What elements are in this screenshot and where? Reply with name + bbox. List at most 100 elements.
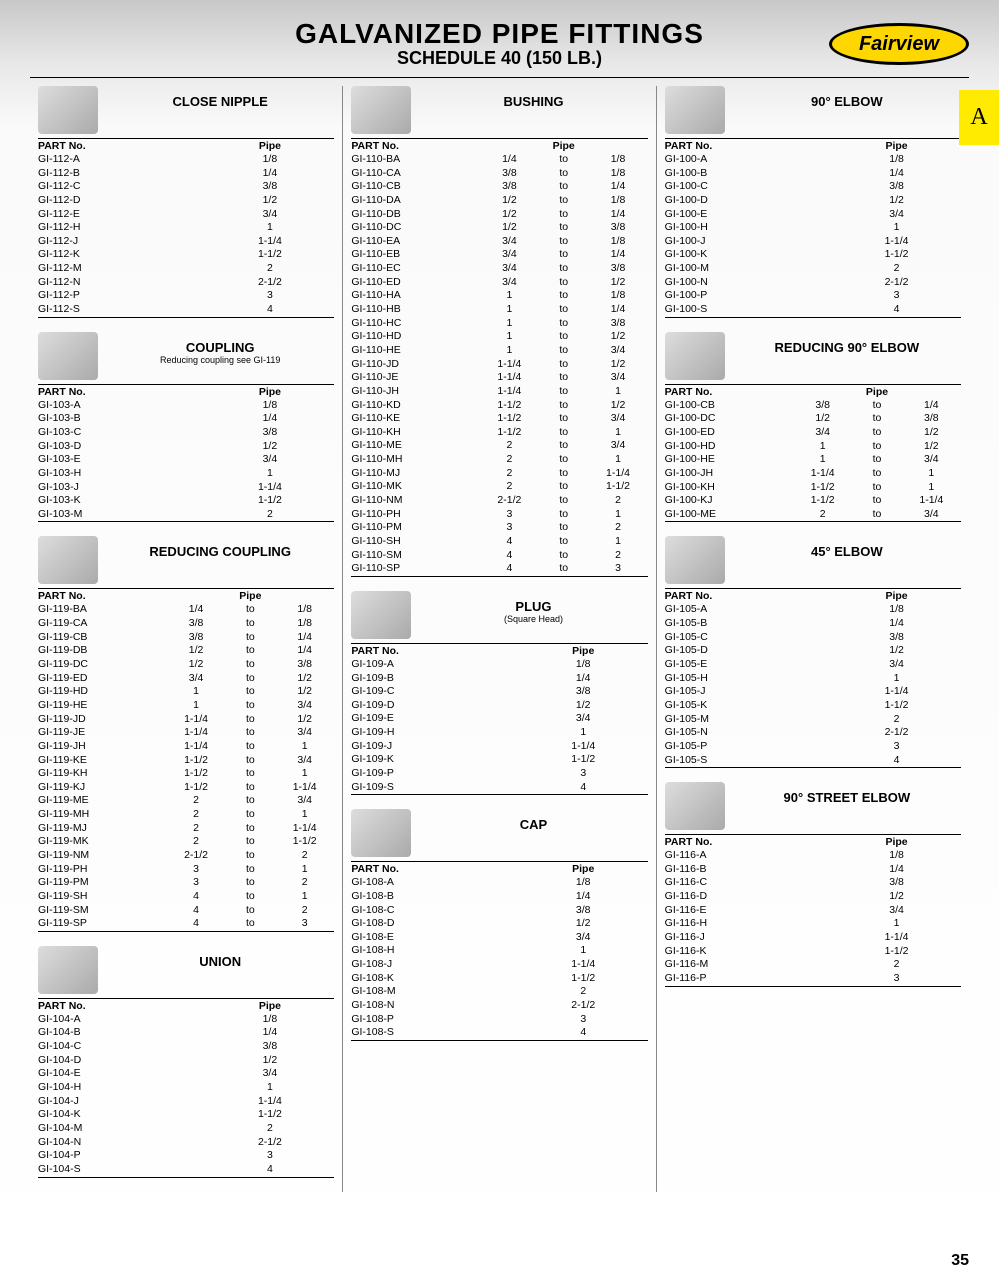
pipe-size: 1/4 bbox=[519, 672, 648, 686]
pipe-size: 1/8 bbox=[832, 849, 961, 863]
pipe-from: 1-1/4 bbox=[166, 726, 225, 740]
pipe-from: 1/2 bbox=[166, 644, 225, 658]
to-label: to bbox=[852, 399, 901, 413]
part-number: GI-119-JH bbox=[38, 740, 166, 754]
pipe-to: 3 bbox=[275, 917, 334, 931]
table-row: GI-105-P3 bbox=[665, 740, 961, 754]
section-heading: BUSHING bbox=[351, 86, 647, 134]
table-row: GI-109-C3/8 bbox=[351, 685, 647, 699]
pipe-size: 3/8 bbox=[205, 426, 334, 440]
table-row: GI-119-ED3/4to1/2 bbox=[38, 672, 334, 686]
pipe-from: 3/8 bbox=[166, 617, 225, 631]
table-row: GI-109-S4 bbox=[351, 781, 647, 795]
product-section: BUSHINGPART No.PipeGI-110-BA1/4to1/8GI-1… bbox=[351, 86, 647, 577]
part-number: GI-108-D bbox=[351, 917, 518, 931]
page-header: GALVANIZED PIPE FITTINGS SCHEDULE 40 (15… bbox=[30, 18, 969, 69]
pipe-from: 2 bbox=[166, 822, 225, 836]
pipe-to: 1/8 bbox=[588, 289, 647, 303]
pipe-size: 1-1/4 bbox=[205, 481, 334, 495]
part-number: GI-110-ED bbox=[351, 276, 479, 290]
pipe-to: 3/8 bbox=[588, 262, 647, 276]
table-row: GI-119-MH2to1 bbox=[38, 808, 334, 822]
product-section: REDUCING 90° ELBOWPART No.PipeGI-100-CB3… bbox=[665, 332, 961, 523]
table-row: GI-104-C3/8 bbox=[38, 1040, 334, 1054]
table-row: GI-116-B1/4 bbox=[665, 863, 961, 877]
table-row: GI-100-H1 bbox=[665, 221, 961, 235]
product-image bbox=[38, 536, 98, 584]
column-middle: BUSHINGPART No.PipeGI-110-BA1/4to1/8GI-1… bbox=[342, 86, 656, 1192]
section-title: CAP bbox=[419, 809, 647, 833]
to-label: to bbox=[539, 180, 588, 194]
part-number: GI-110-HD bbox=[351, 330, 479, 344]
pipe-size: 2-1/2 bbox=[832, 276, 961, 290]
pipe-size: 3/4 bbox=[832, 904, 961, 918]
pipe-to: 1-1/4 bbox=[275, 781, 334, 795]
pipe-to: 3/4 bbox=[275, 726, 334, 740]
part-number: GI-103-H bbox=[38, 467, 205, 481]
pipe-from: 1-1/4 bbox=[480, 358, 539, 372]
to-label: to bbox=[226, 835, 275, 849]
part-number: GI-105-E bbox=[665, 658, 832, 672]
part-number: GI-100-S bbox=[665, 303, 832, 317]
col-partno: PART No. bbox=[665, 140, 832, 152]
to-label: to bbox=[539, 303, 588, 317]
part-number: GI-119-MK bbox=[38, 835, 166, 849]
to-label: to bbox=[539, 167, 588, 181]
to-label: to bbox=[539, 467, 588, 481]
table-row: GI-103-H1 bbox=[38, 467, 334, 481]
pipe-to: 2 bbox=[588, 494, 647, 508]
pipe-from: 1-1/4 bbox=[166, 740, 225, 754]
part-number: GI-110-KH bbox=[351, 426, 479, 440]
table-row: GI-119-HD1to1/2 bbox=[38, 685, 334, 699]
part-number: GI-110-JE bbox=[351, 371, 479, 385]
table-row: GI-112-B1/4 bbox=[38, 167, 334, 181]
section-heading: CAP bbox=[351, 809, 647, 857]
col-partno: PART No. bbox=[38, 1000, 205, 1012]
product-image bbox=[665, 536, 725, 584]
part-number: GI-105-K bbox=[665, 699, 832, 713]
pipe-size: 1/8 bbox=[519, 876, 648, 890]
table-row: GI-100-KJ1-1/2to1-1/4 bbox=[665, 494, 961, 508]
to-label: to bbox=[539, 208, 588, 222]
parts-table: PART No.PipeGI-119-BA1/4to1/8GI-119-CA3/… bbox=[38, 588, 334, 931]
pipe-size: 1/8 bbox=[519, 658, 648, 672]
section-title: REDUCING 90° ELBOW bbox=[733, 332, 961, 356]
section-subtitle: (Square Head) bbox=[419, 614, 647, 625]
pipe-from: 3 bbox=[480, 521, 539, 535]
product-section: 90° STREET ELBOWPART No.PipeGI-116-A1/8G… bbox=[665, 782, 961, 986]
table-row: GI-110-EC3/4to3/8 bbox=[351, 262, 647, 276]
pipe-from: 1-1/4 bbox=[166, 713, 225, 727]
pipe-size: 3/8 bbox=[205, 180, 334, 194]
pipe-from: 4 bbox=[480, 549, 539, 563]
parts-table: PART No.PipeGI-103-A1/8GI-103-B1/4GI-103… bbox=[38, 384, 334, 523]
part-number: GI-119-BA bbox=[38, 603, 166, 617]
to-label: to bbox=[226, 917, 275, 931]
table-row: GI-100-HE1to3/4 bbox=[665, 453, 961, 467]
to-label: to bbox=[226, 876, 275, 890]
col-pipe: Pipe bbox=[832, 590, 961, 602]
pipe-size: 1/2 bbox=[832, 194, 961, 208]
section-subtitle: Reducing coupling see GI-119 bbox=[106, 355, 334, 366]
pipe-from: 1 bbox=[480, 289, 539, 303]
part-number: GI-110-MH bbox=[351, 453, 479, 467]
table-row: GI-119-JE1-1/4to3/4 bbox=[38, 726, 334, 740]
pipe-to: 1/4 bbox=[588, 180, 647, 194]
product-image bbox=[665, 782, 725, 830]
table-row: GI-110-HE1to3/4 bbox=[351, 344, 647, 358]
part-number: GI-105-D bbox=[665, 644, 832, 658]
table-row: GI-116-E3/4 bbox=[665, 904, 961, 918]
part-number: GI-112-D bbox=[38, 194, 205, 208]
pipe-size: 4 bbox=[832, 754, 961, 768]
table-row: GI-105-N2-1/2 bbox=[665, 726, 961, 740]
section-heading: CLOSE NIPPLE bbox=[38, 86, 334, 134]
table-row: GI-100-A1/8 bbox=[665, 153, 961, 167]
section-title: CLOSE NIPPLE bbox=[106, 86, 334, 110]
table-row: GI-104-H1 bbox=[38, 1081, 334, 1095]
part-number: GI-105-H bbox=[665, 672, 832, 686]
table-row: GI-105-C3/8 bbox=[665, 631, 961, 645]
part-number: GI-104-C bbox=[38, 1040, 205, 1054]
pipe-from: 4 bbox=[166, 917, 225, 931]
pipe-to: 3/4 bbox=[588, 439, 647, 453]
part-number: GI-109-K bbox=[351, 753, 518, 767]
to-label: to bbox=[226, 617, 275, 631]
